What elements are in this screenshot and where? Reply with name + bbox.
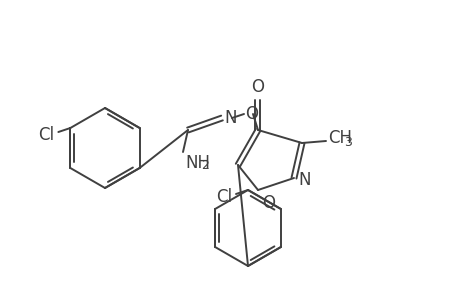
Text: 2: 2 [201,159,208,172]
Text: Cl: Cl [215,188,231,206]
Text: 3: 3 [343,136,351,149]
Text: N: N [224,109,236,127]
Text: Cl: Cl [38,126,54,144]
Text: O: O [251,78,264,96]
Text: CH: CH [327,129,351,147]
Text: N: N [297,171,310,189]
Text: O: O [245,105,257,123]
Text: NH: NH [185,154,210,172]
Text: O: O [262,194,274,212]
